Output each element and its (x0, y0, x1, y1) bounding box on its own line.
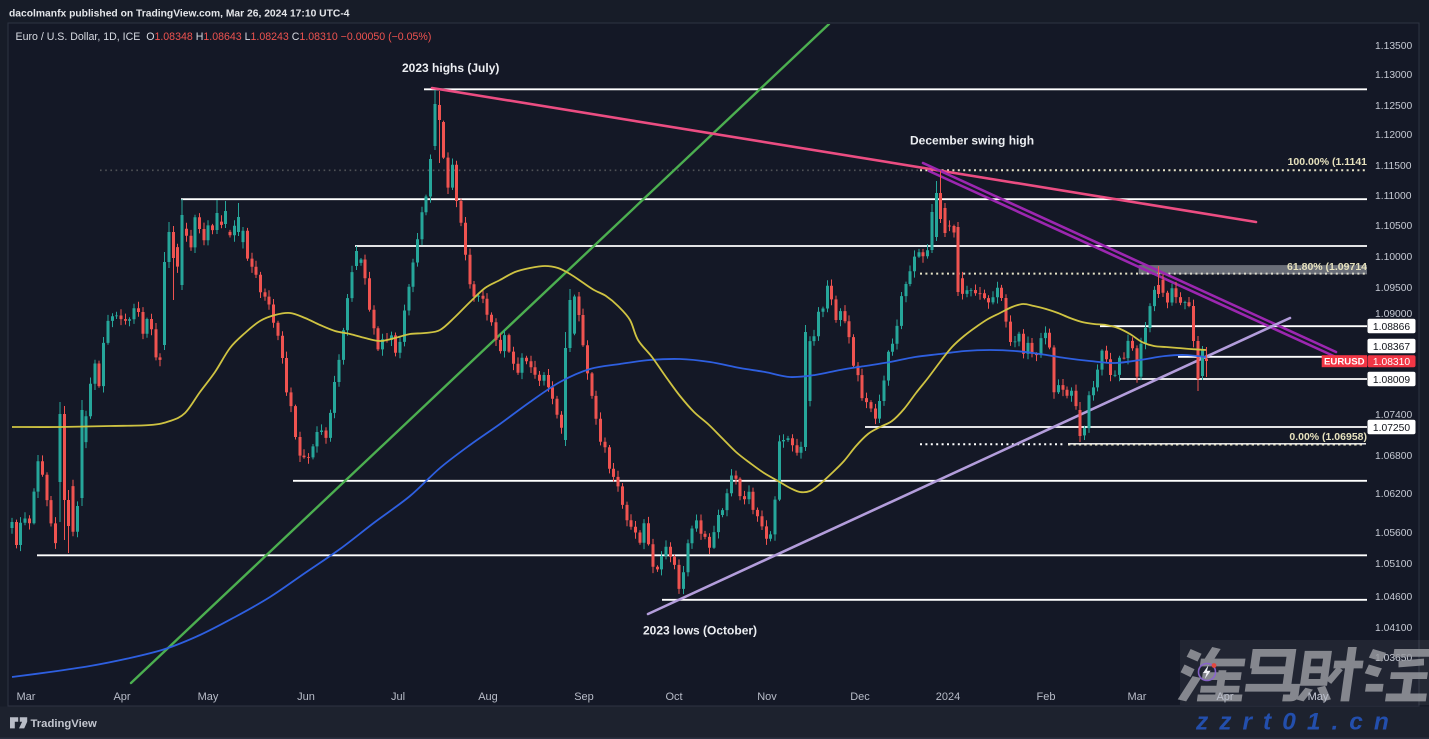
svg-text:1.11000: 1.11000 (1375, 191, 1412, 202)
svg-text:1.04600: 1.04600 (1375, 592, 1412, 603)
svg-text:Nov: Nov (757, 691, 777, 703)
svg-text:Apr: Apr (1216, 691, 1233, 703)
svg-text:Mar: Mar (1128, 691, 1147, 703)
svg-text:100.00% (1.1141: 100.00% (1.1141 (1288, 156, 1368, 168)
svg-text:1.07400: 1.07400 (1375, 410, 1412, 421)
svg-text:1.08009: 1.08009 (1373, 375, 1410, 386)
svg-text:0.00% (1.06958): 0.00% (1.06958) (1289, 431, 1367, 443)
svg-text:1.10000: 1.10000 (1375, 252, 1412, 263)
svg-text:dacolmanfx published on Tradin: dacolmanfx published on TradingView.com,… (9, 9, 350, 20)
svg-text:2023 highs (July): 2023 highs (July) (402, 61, 499, 75)
svg-text:1.13000: 1.13000 (1375, 70, 1412, 81)
svg-text:1.06800: 1.06800 (1375, 451, 1412, 462)
svg-text:EURUSD: EURUSD (1324, 357, 1365, 368)
svg-text:1.07250: 1.07250 (1373, 423, 1410, 434)
svg-text:Euro / U.S. Dollar, 1D, ICE O: Euro / U.S. Dollar, 1D, ICE O1.08348 H1.… (16, 31, 432, 43)
svg-text:Sep: Sep (574, 691, 594, 703)
svg-text:1.04100: 1.04100 (1375, 623, 1412, 634)
svg-text:TradingView: TradingView (31, 718, 98, 730)
svg-text:1.08866: 1.08866 (1373, 322, 1410, 333)
svg-text:2024: 2024 (936, 691, 960, 703)
svg-text:Aug: Aug (478, 691, 498, 703)
svg-text:Dec: Dec (850, 691, 870, 703)
svg-text:Apr: Apr (113, 691, 130, 703)
svg-text:1.09500: 1.09500 (1375, 283, 1412, 294)
svg-text:December swing high: December swing high (910, 134, 1034, 148)
svg-text:zzrt01.cn: zzrt01.cn (1195, 709, 1400, 736)
svg-text:1.05100: 1.05100 (1375, 559, 1412, 570)
svg-text:1.12500: 1.12500 (1375, 101, 1412, 112)
svg-text:1.11500: 1.11500 (1375, 161, 1412, 172)
svg-text:1.08367: 1.08367 (1373, 342, 1410, 353)
svg-text:1.12000: 1.12000 (1375, 130, 1412, 141)
svg-text:Jul: Jul (391, 691, 405, 703)
svg-text:Jun: Jun (297, 691, 315, 703)
svg-text:1.10500: 1.10500 (1375, 221, 1412, 232)
svg-text:Mar: Mar (17, 691, 36, 703)
svg-text:1.05600: 1.05600 (1375, 528, 1412, 539)
svg-text:May: May (198, 691, 219, 703)
svg-text:1.09000: 1.09000 (1375, 309, 1412, 320)
svg-text:May: May (1308, 691, 1329, 703)
svg-text:1.06200: 1.06200 (1375, 489, 1412, 500)
svg-text:2023 lows (October): 2023 lows (October) (643, 624, 757, 638)
svg-text:1.08310: 1.08310 (1373, 357, 1410, 368)
svg-text:Oct: Oct (665, 691, 682, 703)
svg-text:Feb: Feb (1037, 691, 1056, 703)
svg-text:1.03650: 1.03650 (1375, 653, 1412, 664)
svg-text:1.13500: 1.13500 (1375, 41, 1412, 52)
svg-text:61.80% (1.09714: 61.80% (1.09714 (1287, 261, 1367, 273)
